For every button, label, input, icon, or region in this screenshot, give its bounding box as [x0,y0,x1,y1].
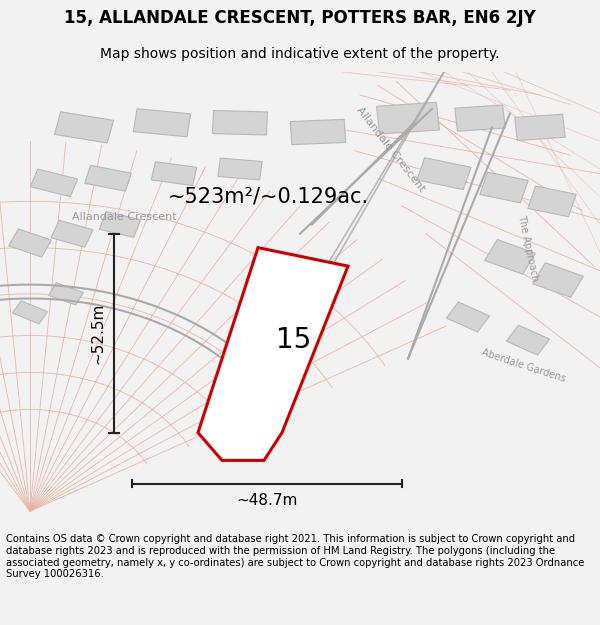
Polygon shape [455,105,505,131]
Polygon shape [485,239,535,274]
Polygon shape [85,166,131,191]
Polygon shape [8,229,52,257]
Polygon shape [218,158,262,180]
Text: Map shows position and indicative extent of the property.: Map shows position and indicative extent… [100,47,500,61]
Polygon shape [506,325,550,355]
Text: ~523m²/~0.129ac.: ~523m²/~0.129ac. [168,187,369,207]
Polygon shape [533,262,583,298]
Polygon shape [377,102,439,134]
Text: 15: 15 [277,326,311,354]
Polygon shape [13,301,47,324]
Polygon shape [198,248,348,461]
Text: Contains OS data © Crown copyright and database right 2021. This information is : Contains OS data © Crown copyright and d… [6,534,584,579]
Text: Allandale Crescent: Allandale Crescent [354,106,426,194]
Polygon shape [480,172,528,203]
Polygon shape [49,282,83,305]
Text: The Approach: The Approach [516,214,540,282]
Polygon shape [133,109,191,137]
Polygon shape [528,186,576,217]
Polygon shape [151,162,197,186]
Text: Aberdale Gardens: Aberdale Gardens [480,347,566,384]
Polygon shape [417,158,471,189]
Polygon shape [290,119,346,144]
Polygon shape [31,169,77,197]
Text: ~52.5m: ~52.5m [90,302,105,364]
Text: 15, ALLANDALE CRESCENT, POTTERS BAR, EN6 2JY: 15, ALLANDALE CRESCENT, POTTERS BAR, EN6… [64,9,536,27]
Polygon shape [51,220,93,248]
Polygon shape [99,212,141,238]
Polygon shape [212,111,268,135]
Polygon shape [55,112,113,143]
Polygon shape [515,114,565,141]
Polygon shape [446,302,490,332]
Text: Allandale Crescent: Allandale Crescent [72,212,176,222]
Text: ~48.7m: ~48.7m [236,492,298,508]
